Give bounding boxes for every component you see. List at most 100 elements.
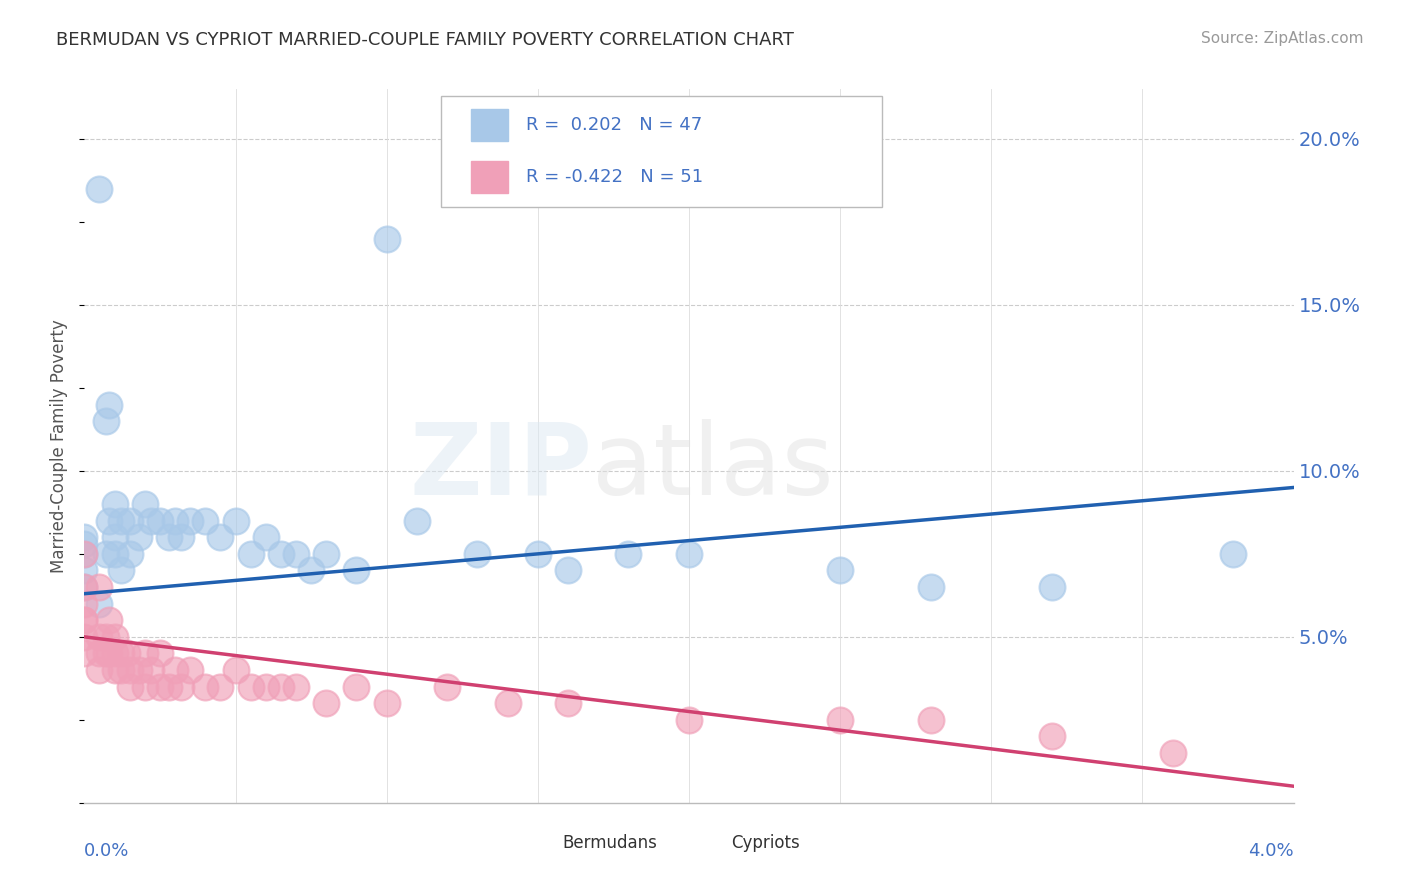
Point	[170, 530, 193, 544]
Point	[284, 547, 308, 561]
Point	[118, 680, 141, 694]
Text: R =  0.202   N = 47: R = 0.202 N = 47	[526, 116, 702, 134]
Y-axis label: Married-Couple Family Poverty: Married-Couple Family Poverty	[51, 319, 69, 573]
Point	[157, 530, 180, 544]
Point	[73, 547, 96, 561]
Point	[678, 547, 700, 561]
Point	[830, 564, 852, 578]
Text: Cypriots: Cypriots	[731, 834, 800, 852]
Point	[94, 647, 117, 661]
Point	[165, 663, 187, 677]
Bar	[471, 109, 508, 141]
Point	[97, 647, 120, 661]
Point	[346, 680, 368, 694]
Point	[73, 647, 96, 661]
Point	[73, 580, 96, 594]
Point	[134, 680, 156, 694]
Point	[134, 647, 156, 661]
Bar	[520, 830, 550, 856]
Point	[73, 537, 96, 551]
Point	[73, 613, 96, 627]
Point	[104, 530, 127, 544]
Bar	[689, 830, 720, 856]
Point	[1222, 547, 1244, 561]
Point	[118, 547, 141, 561]
Text: Bermudans: Bermudans	[562, 834, 657, 852]
Point	[104, 663, 127, 677]
Point	[496, 696, 519, 710]
Point	[527, 547, 550, 561]
Point	[239, 547, 262, 561]
Point	[134, 497, 156, 511]
Point	[1040, 730, 1063, 744]
Point	[149, 680, 172, 694]
Point	[165, 514, 187, 528]
Point	[128, 663, 150, 677]
Point	[73, 530, 96, 544]
Point	[557, 564, 579, 578]
Point	[139, 514, 162, 528]
Point	[617, 547, 640, 561]
Point	[375, 231, 398, 245]
Point	[1040, 580, 1063, 594]
Point	[315, 547, 337, 561]
Point	[170, 680, 193, 694]
Point	[139, 663, 162, 677]
Bar	[471, 161, 508, 193]
Point	[194, 680, 217, 694]
Point	[678, 713, 700, 727]
Point	[920, 713, 942, 727]
Text: 4.0%: 4.0%	[1249, 842, 1294, 860]
Text: R = -0.422   N = 51: R = -0.422 N = 51	[526, 168, 703, 186]
Text: 0.0%: 0.0%	[84, 842, 129, 860]
Point	[104, 497, 127, 511]
Point	[179, 514, 201, 528]
Point	[225, 514, 247, 528]
Point	[110, 663, 132, 677]
Point	[73, 580, 96, 594]
Point	[315, 696, 337, 710]
Point	[110, 514, 132, 528]
Point	[467, 547, 489, 561]
Point	[73, 547, 96, 561]
Point	[89, 663, 111, 677]
Point	[830, 713, 852, 727]
Point	[73, 597, 96, 611]
Point	[149, 514, 172, 528]
Point	[89, 580, 111, 594]
Point	[115, 647, 138, 661]
Point	[118, 514, 141, 528]
Point	[436, 680, 458, 694]
Point	[94, 630, 117, 644]
Point	[270, 547, 292, 561]
Text: atlas: atlas	[592, 419, 834, 516]
Point	[94, 414, 117, 428]
FancyBboxPatch shape	[441, 96, 883, 207]
Point	[1161, 746, 1184, 760]
Point	[179, 663, 201, 677]
Point	[194, 514, 217, 528]
Point	[73, 613, 96, 627]
Point	[97, 397, 120, 411]
Point	[104, 647, 127, 661]
Point	[346, 564, 368, 578]
Point	[97, 613, 120, 627]
Point	[89, 597, 111, 611]
Point	[209, 530, 232, 544]
Point	[118, 663, 141, 677]
Text: BERMUDAN VS CYPRIOT MARRIED-COUPLE FAMILY POVERTY CORRELATION CHART: BERMUDAN VS CYPRIOT MARRIED-COUPLE FAMIL…	[56, 31, 794, 49]
Point	[104, 630, 127, 644]
Point	[128, 530, 150, 544]
Text: Source: ZipAtlas.com: Source: ZipAtlas.com	[1201, 31, 1364, 46]
Point	[89, 647, 111, 661]
Point	[406, 514, 429, 528]
Point	[225, 663, 247, 677]
Text: ZIP: ZIP	[409, 419, 592, 516]
Point	[209, 680, 232, 694]
Point	[110, 564, 132, 578]
Point	[73, 564, 96, 578]
Point	[270, 680, 292, 694]
Point	[89, 630, 111, 644]
Point	[239, 680, 262, 694]
Point	[94, 547, 117, 561]
